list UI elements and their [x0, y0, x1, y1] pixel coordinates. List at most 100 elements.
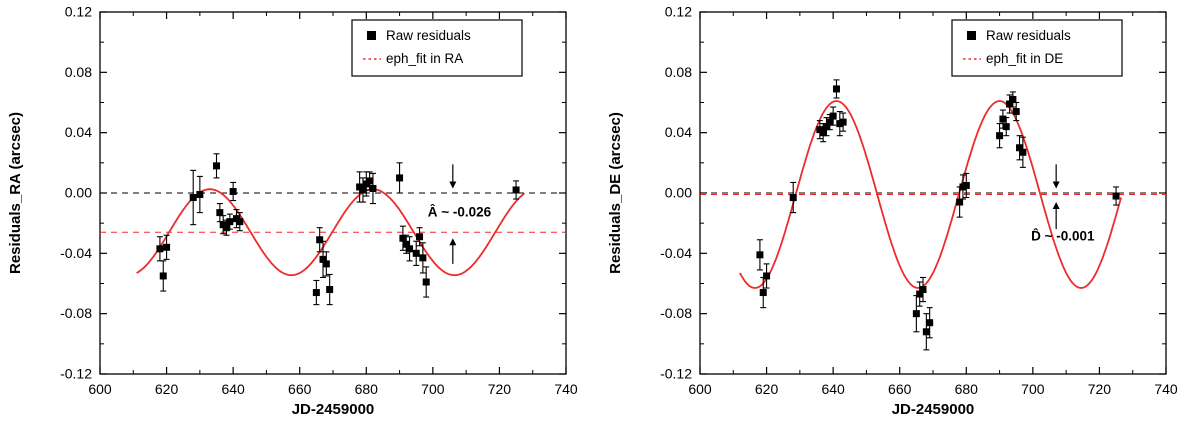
- y-tick-label: 0.04: [65, 124, 92, 140]
- offset-annotation: Â ~ -0.026: [428, 164, 492, 264]
- legend-box: [951, 19, 1123, 77]
- data-point-marker: [756, 251, 764, 259]
- data-point-marker: [399, 234, 407, 242]
- fit-curve: [739, 100, 1122, 289]
- plot-area: 600 620 640 660 680 700 720 740 -0.12 -0.08 -0.04 0…: [7, 4, 578, 419]
- legend-label-fit: eph_fit in RA: [386, 51, 463, 66]
- data-point-marker: [916, 290, 924, 298]
- data-point-marker: [1012, 108, 1020, 116]
- data-point-marker: [156, 245, 164, 253]
- data-point-marker: [919, 286, 927, 294]
- y-tick-label: -0.04: [660, 245, 692, 261]
- data-point-marker: [832, 85, 840, 93]
- x-tick-label: 740: [554, 381, 578, 397]
- data-point-marker: [999, 115, 1007, 123]
- y-tick-label: 0.08: [665, 64, 692, 80]
- x-tick-label: 620: [155, 381, 179, 397]
- data-point-marker: [159, 272, 167, 280]
- legend-label-raw-residuals: Raw residuals: [386, 28, 471, 43]
- data-point-marker: [213, 162, 220, 170]
- y-tick-label: -0.12: [660, 366, 692, 382]
- data-point-marker: [226, 218, 234, 226]
- legend-box: [351, 19, 523, 77]
- legend-label-raw-residuals: Raw residuals: [986, 28, 1071, 43]
- data-point-marker: [829, 112, 837, 120]
- data-point-marker: [366, 177, 374, 185]
- x-tick-label: 640: [221, 381, 245, 397]
- data-point-marker: [189, 194, 197, 202]
- x-tick-label: 620: [755, 381, 779, 397]
- data-point-marker: [822, 123, 830, 131]
- x-tick-label: 700: [1021, 381, 1045, 397]
- data-point-marker: [1009, 95, 1017, 103]
- x-tick-label: 720: [1088, 381, 1112, 397]
- raw-residuals-series: [756, 79, 1120, 351]
- data-point-marker: [1002, 123, 1010, 131]
- x-tick-label: 600: [88, 381, 112, 397]
- x-tick-label: 720: [488, 381, 512, 397]
- data-point-marker: [319, 255, 327, 263]
- x-tick-label: 680: [355, 381, 379, 397]
- y-tick-label: 0.04: [665, 124, 692, 140]
- legend: Raw residuals eph_fit in DE: [951, 19, 1123, 77]
- y-tick-label: 0.12: [665, 4, 692, 20]
- y-axis-label: Residuals_DE (arcsec): [607, 112, 624, 274]
- data-point-marker: [912, 310, 920, 318]
- data-point-marker: [956, 198, 964, 206]
- annotation-arrowhead-icon: [1052, 202, 1060, 210]
- data-point-marker: [996, 132, 1004, 140]
- annotation-text: Â ~ -0.026: [428, 205, 492, 220]
- data-point-marker: [322, 260, 330, 268]
- x-tick-label: 660: [888, 381, 912, 397]
- y-tick-label: 0.00: [665, 185, 692, 201]
- y-tick-label: 0.08: [65, 64, 92, 80]
- data-point-marker: [316, 236, 324, 244]
- x-tick-label: 740: [1154, 381, 1178, 397]
- data-point-marker: [922, 328, 930, 336]
- data-point-marker: [512, 186, 520, 194]
- raw-residuals-series: [156, 153, 520, 306]
- data-point-marker: [1006, 100, 1014, 108]
- y-tick-label: 0.12: [65, 4, 92, 20]
- legend-square-marker-icon: [367, 31, 376, 40]
- data-point-marker: [326, 286, 334, 294]
- residuals-ra-chart: 600 620 640 660 680 700 720 740 -0.12 -0.08 -0.04 0…: [7, 4, 578, 419]
- annotation-arrowhead-icon: [449, 181, 457, 189]
- data-point-marker: [789, 194, 797, 202]
- x-tick-label: 660: [288, 381, 312, 397]
- y-tick-label: -0.08: [660, 305, 692, 321]
- data-point-marker: [1016, 144, 1024, 152]
- data-point-marker: [819, 129, 827, 137]
- y-tick-label: -0.12: [60, 366, 92, 382]
- data-point-marker: [412, 249, 420, 257]
- data-point-marker: [216, 209, 224, 217]
- data-point-marker: [369, 184, 377, 192]
- annotation-arrowhead-icon: [449, 238, 457, 246]
- annotation-arrowhead-icon: [1052, 181, 1060, 189]
- offset-annotation: D̂ ~ -0.001: [1031, 164, 1095, 244]
- x-tick-label: 600: [688, 381, 712, 397]
- data-point-marker: [839, 118, 847, 126]
- data-point-marker: [962, 181, 970, 189]
- residuals-de-chart: 600 620 640 660 680 700 720 740 -0.12 -0.08 -0.04 0…: [607, 4, 1178, 419]
- x-tick-label: 640: [821, 381, 845, 397]
- data-point-marker: [312, 289, 320, 297]
- legend-label-fit: eph_fit in DE: [986, 51, 1063, 66]
- data-point-marker: [419, 254, 427, 262]
- legend: Raw residuals eph_fit in RA: [351, 19, 523, 77]
- plot-area: 600 620 640 660 680 700 720 740 -0.12 -0.08 -0.04 0…: [607, 4, 1178, 419]
- residuals-ra-panel: 600 620 640 660 680 700 720 740 -0.12 -0.08 -0.04 0…: [0, 0, 600, 422]
- x-tick-label: 680: [955, 381, 979, 397]
- data-point-marker: [359, 186, 367, 194]
- y-tick-label: -0.08: [60, 305, 92, 321]
- data-point-marker: [236, 218, 244, 226]
- data-point-marker: [826, 118, 834, 126]
- data-point-marker: [926, 319, 934, 327]
- data-point-marker: [222, 224, 230, 232]
- data-point-marker: [402, 240, 410, 248]
- y-tick-label: -0.04: [60, 245, 92, 261]
- residuals-de-panel: 600 620 640 660 680 700 720 740 -0.12 -0.08 -0.04 0…: [600, 0, 1200, 422]
- data-point-marker: [422, 278, 430, 286]
- data-point-marker: [163, 243, 171, 251]
- data-point-marker: [763, 272, 771, 280]
